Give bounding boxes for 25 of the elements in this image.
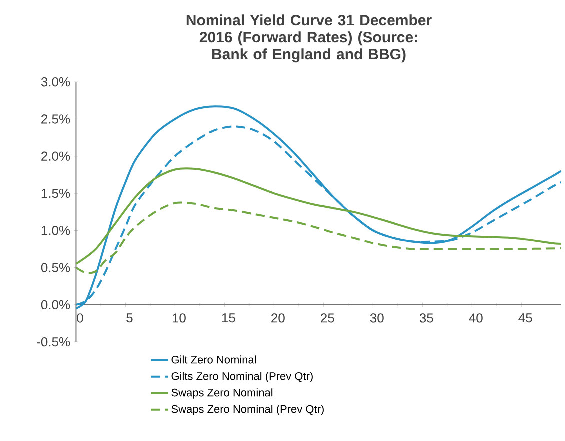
x-tick-label: 45 (518, 314, 532, 323)
x-tick-label: 40 (469, 314, 483, 323)
x-tick-label: 20 (272, 314, 285, 323)
x-tick-label: 0 (77, 314, 84, 323)
y-tick-label: 2.0% (42, 152, 70, 161)
x-tick-label: 35 (420, 314, 434, 323)
x-tick-label: 15 (222, 314, 236, 323)
x-tick-label: 25 (321, 314, 334, 323)
y-tick-label: 0.0% (41, 300, 70, 310)
legend-label: Swaps Zero Nominal (172, 388, 273, 399)
x-tick-label: 5 (126, 314, 133, 323)
chart-title: Nominal Yield Curve 31 December 2016 (Forward Rates) (Source: Bank of England and BBG) (186, 14, 432, 63)
y-tick-label: 1.5% (42, 188, 70, 198)
legend-label: Swaps Zero Nominal (Prev Qtr) (172, 405, 324, 416)
legend-label: Gilt Zero Nominal (172, 356, 256, 364)
legend-label: Gilts Zero Nominal (Prev Qtr) (172, 372, 313, 382)
x-tick-label: 10 (172, 314, 186, 323)
y-tick-label: 0.5% (41, 263, 70, 272)
line-series (75, 202, 562, 274)
line-series (75, 168, 562, 266)
y-tick-label: 3.0% (41, 77, 70, 87)
x-tick-label: 30 (370, 314, 384, 323)
y-tick-label: -0.5% (37, 337, 70, 347)
y-tick-label: 2.5% (42, 114, 70, 124)
y-tick-label: 1.0% (42, 226, 70, 236)
